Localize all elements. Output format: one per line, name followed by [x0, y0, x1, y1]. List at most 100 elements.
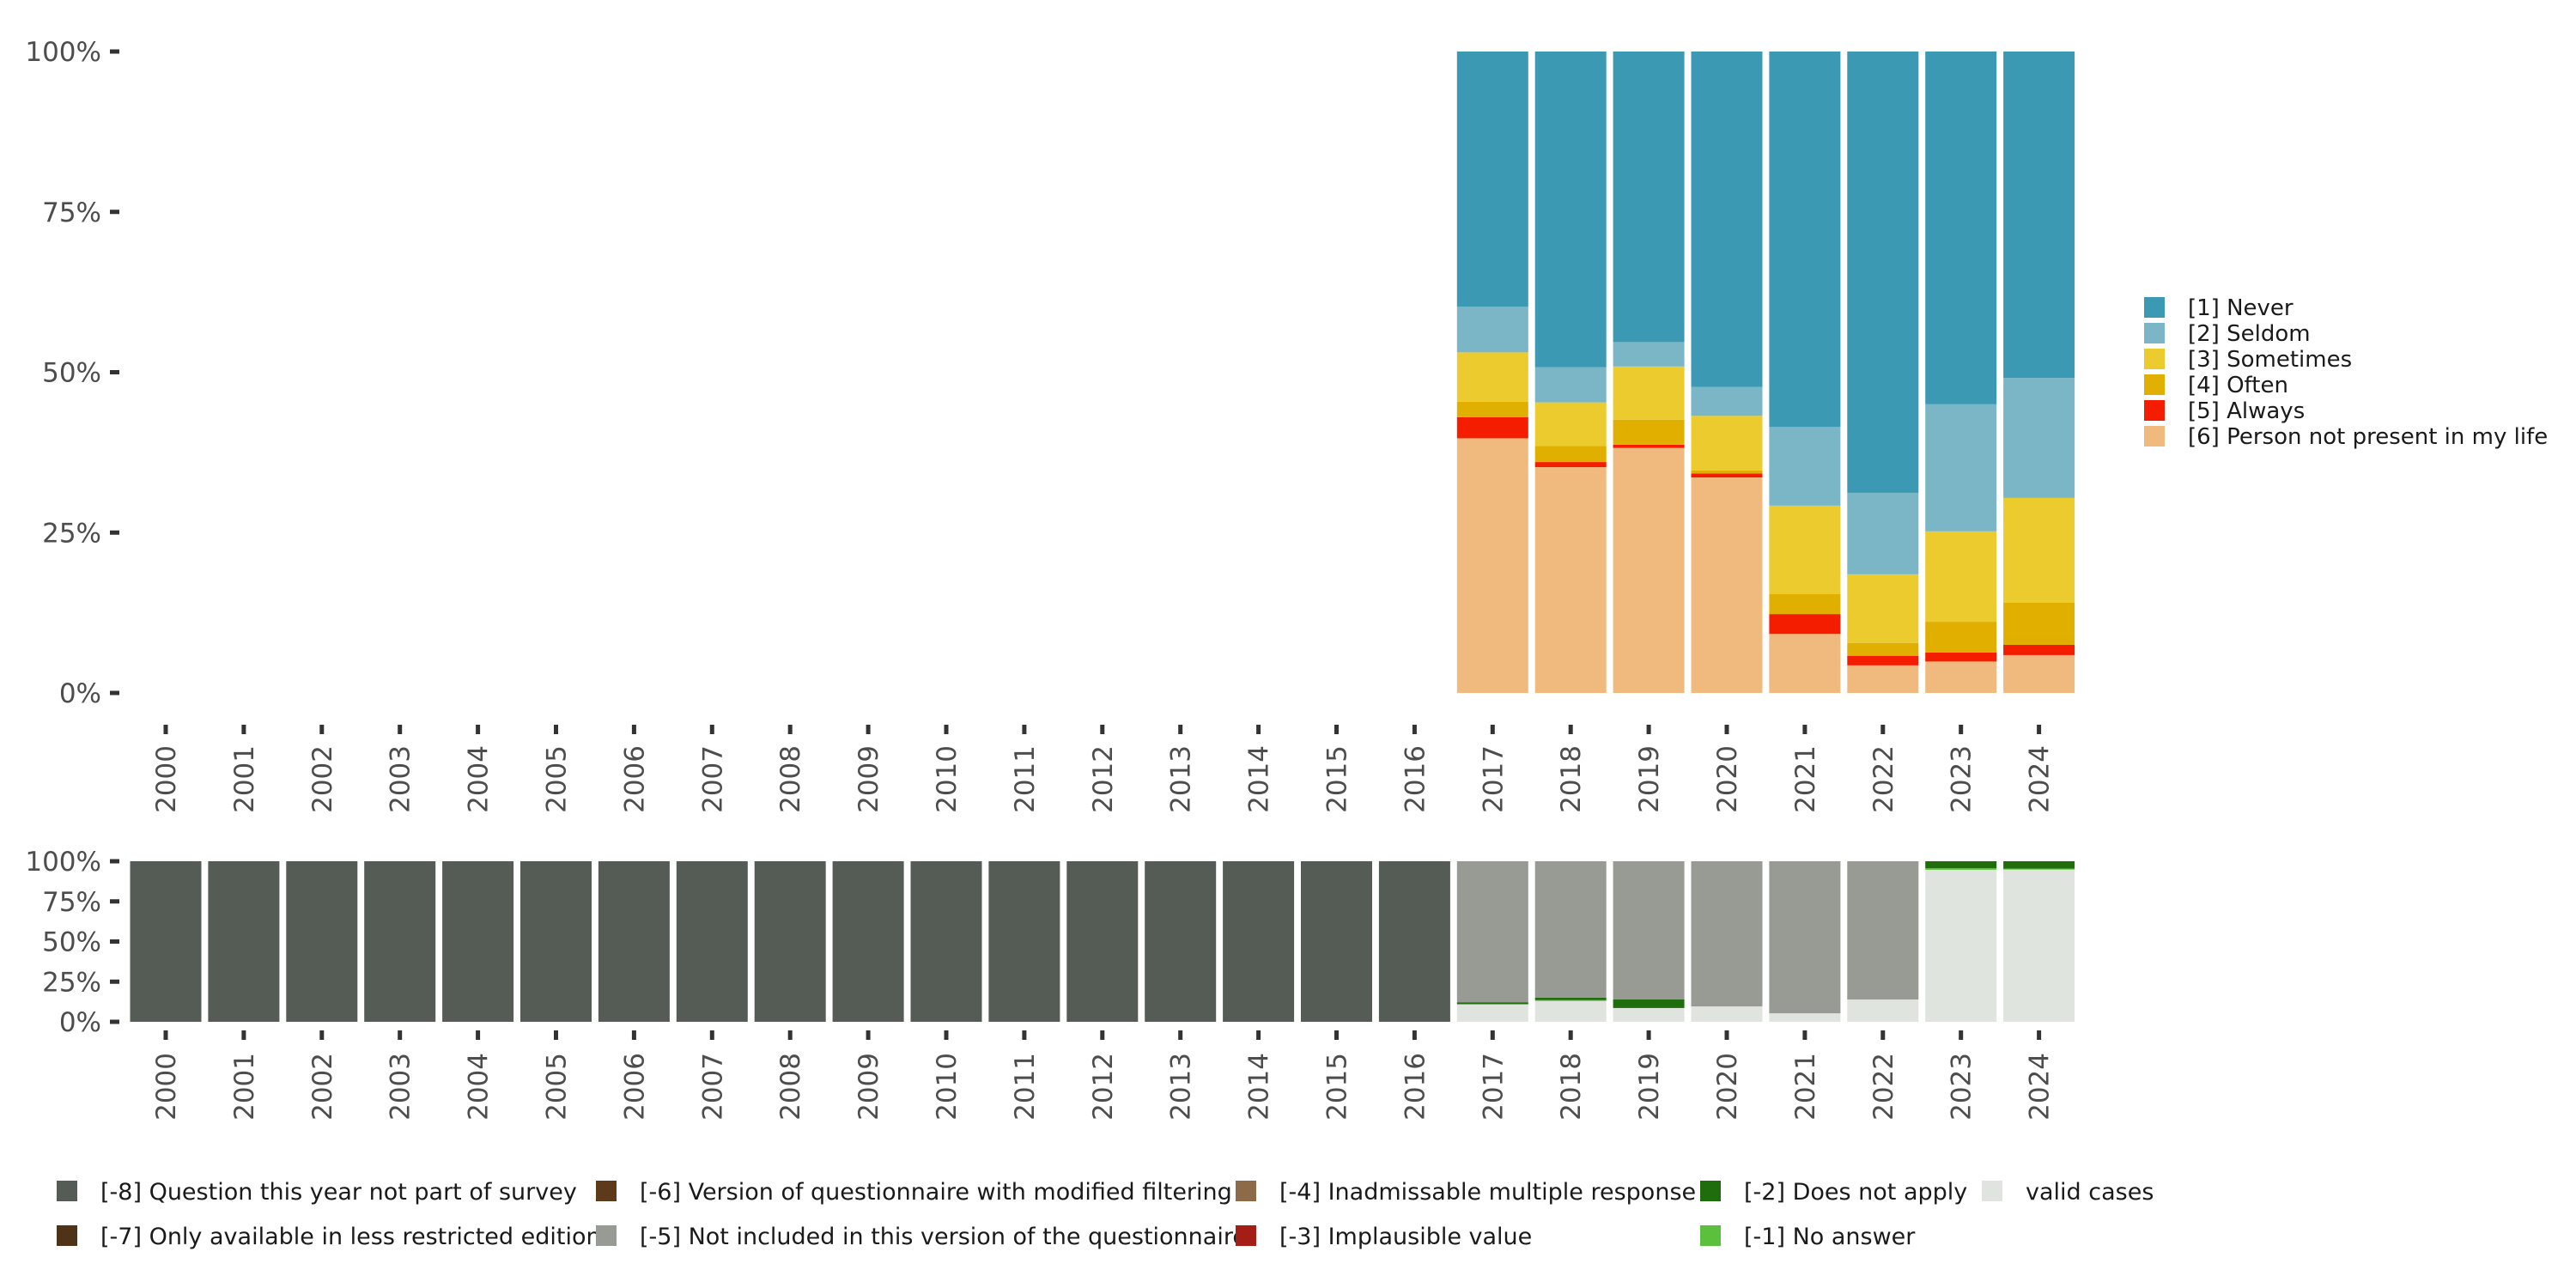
main-bar-segment — [1847, 492, 1919, 574]
missing-y-tick-label: 50% — [42, 927, 101, 958]
missing-x-tick-label: 2001 — [229, 1053, 260, 1121]
main-x-tick-label: 2003 — [386, 745, 416, 813]
missing-bar-segment — [1456, 1002, 1528, 1005]
legend-label: valid cases — [2026, 1179, 2154, 1206]
missing-values-chart: 0% 25% 50% 75% 100% 2000 2001 2002 2003 2004 2005 2… — [25, 847, 2075, 1121]
missing-bar-segment — [910, 861, 982, 1022]
legend-swatch — [57, 1181, 77, 1201]
missing-x-tick-label: 2010 — [932, 1053, 963, 1121]
main-bar-segment — [1769, 505, 1841, 594]
main-bar-segment — [1925, 531, 1997, 623]
missing-bar-segment — [1691, 1006, 1763, 1022]
legend-label: [-3] Implausible value — [1279, 1224, 1532, 1250]
legend-swatch — [2144, 323, 2165, 343]
main-x-tick-label: 2000 — [151, 745, 182, 813]
missing-x-tick-label: 2002 — [307, 1053, 338, 1121]
main-bar-segment — [1691, 386, 1763, 416]
legend-label: [2] Seldom — [2188, 321, 2311, 347]
response-legend: [1] Never[2] Seldom[3] Sometimes[4] Ofte… — [2144, 295, 2548, 450]
missing-bar-segment — [1223, 861, 1295, 1022]
missing-bar-segment — [1925, 869, 1997, 1022]
missing-y-tick-label: 75% — [42, 887, 101, 918]
main-bar-segment — [1691, 470, 1763, 474]
main-bar-segment — [2003, 602, 2075, 645]
main-bar-segment — [1613, 366, 1685, 420]
missing-bar-segment — [1925, 868, 1997, 870]
missing-x-tick-label: 2016 — [1400, 1053, 1431, 1121]
missing-bar-segment — [676, 861, 748, 1022]
main-x-tick-label: 2011 — [1010, 745, 1041, 813]
main-bar-segment — [1534, 52, 1607, 368]
missing-bar-segment — [286, 861, 358, 1022]
missing-bar-segment — [364, 861, 436, 1022]
missing-values-legend: [-8] Question this year not part of surv… — [57, 1179, 2154, 1250]
main-x-tick-label: 2020 — [1712, 745, 1743, 813]
missing-x-tick-label: 2003 — [386, 1053, 416, 1121]
missing-x-tick-label: 2006 — [619, 1053, 650, 1121]
main-bar-segment — [1769, 634, 1841, 693]
legend-swatch — [1236, 1181, 1256, 1201]
main-bar-segment — [1847, 574, 1919, 643]
main-x-tick-label: 2022 — [1868, 745, 1899, 813]
main-bar-segment — [1534, 446, 1607, 463]
main-x-tick-label: 2004 — [464, 745, 495, 813]
legend-label: [6] Person not present in my life — [2188, 424, 2548, 450]
main-x-tick-label: 2002 — [307, 745, 338, 813]
legend-swatch — [1236, 1225, 1256, 1246]
main-bar-segment — [2003, 654, 2075, 693]
missing-x-tick-label: 2004 — [464, 1053, 495, 1121]
legend-label: [-7] Only available in less restricted e… — [100, 1224, 601, 1250]
main-bar-segment — [1925, 661, 1997, 693]
main-x-tick-label: 2021 — [1790, 745, 1821, 813]
main-x-tick-label: 2018 — [1556, 745, 1587, 813]
main-bar-segment — [1847, 655, 1919, 665]
missing-bar-segment — [754, 861, 826, 1022]
legend-swatch — [2144, 297, 2165, 318]
missing-x-tick-label: 2022 — [1868, 1053, 1899, 1121]
legend-label: [1] Never — [2188, 295, 2293, 321]
missing-x-tick-label: 2012 — [1088, 1053, 1119, 1121]
legend-label: [3] Sometimes — [2188, 347, 2352, 373]
missing-bar-segment — [1925, 861, 1997, 869]
main-bar-segment — [1691, 473, 1763, 478]
legend-label: [-2] Does not apply — [1744, 1179, 1967, 1206]
missing-x-tick-label: 2005 — [542, 1053, 573, 1121]
main-bar-segment — [2003, 52, 2075, 379]
main-bar-segment — [1456, 416, 1528, 439]
legend-swatch — [2144, 400, 2165, 421]
missing-bar-segment — [1066, 861, 1139, 1022]
missing-bar-segment — [130, 861, 202, 1022]
missing-bar-segment — [1691, 861, 1763, 1007]
main-y-tick-label: 0% — [59, 678, 101, 709]
missing-bar-segment — [1847, 999, 1919, 1022]
missing-bar-segment — [1456, 861, 1528, 1003]
main-bar-segment — [1456, 401, 1528, 417]
main-bar-segment — [2003, 497, 2075, 603]
main-x-tick-label: 2008 — [775, 745, 806, 813]
main-bar-segment — [1925, 52, 1997, 404]
missing-bar-segment — [1769, 861, 1841, 1014]
main-bar-segment — [1847, 642, 1919, 656]
legend-label: [4] Often — [2188, 373, 2288, 398]
missing-bar-segment — [1534, 1000, 1607, 1022]
main-x-tick-label: 2023 — [1947, 745, 1978, 813]
missing-bar-segment — [1613, 999, 1685, 1008]
legend-swatch — [1700, 1225, 1721, 1246]
main-y-tick-label: 100% — [25, 37, 101, 68]
main-bar-segment — [1613, 419, 1685, 445]
legend-label: [-6] Version of questionnaire with modif… — [640, 1179, 1232, 1206]
legend-swatch — [1982, 1181, 2002, 1201]
missing-x-tick-label: 2020 — [1712, 1053, 1743, 1121]
missing-x-tick-label: 2013 — [1166, 1053, 1197, 1121]
missing-x-tick-label: 2019 — [1634, 1053, 1665, 1121]
missing-y-tick-label: 0% — [59, 1007, 101, 1038]
main-bar-segment — [1456, 352, 1528, 402]
main-bar-segment — [1769, 52, 1841, 427]
missing-bar-segment — [2003, 868, 2075, 870]
missing-bar-segment — [832, 861, 904, 1022]
main-x-tick-label: 2024 — [2025, 745, 2056, 813]
main-bar-segment — [1613, 342, 1685, 367]
main-bar-segment — [1925, 622, 1997, 653]
missing-bar-segment — [1456, 1004, 1528, 1022]
missing-x-tick-label: 2017 — [1478, 1053, 1509, 1121]
